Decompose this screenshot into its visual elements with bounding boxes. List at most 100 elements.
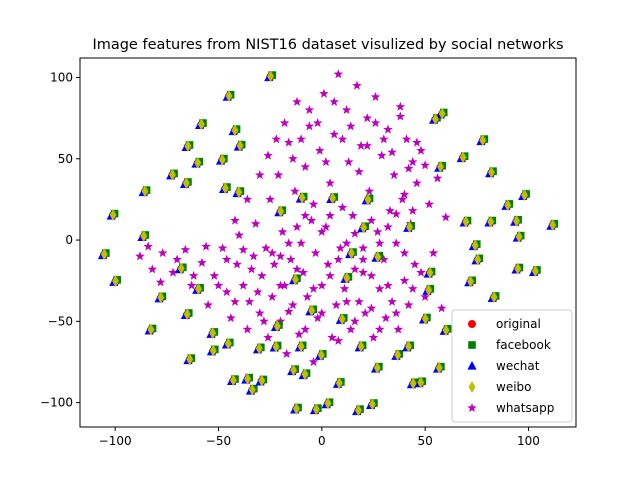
whatsapp-point bbox=[356, 140, 366, 150]
whatsapp-point bbox=[335, 243, 346, 253]
weibo-point bbox=[100, 248, 108, 261]
weibo-point bbox=[442, 324, 450, 337]
whatsapp-point bbox=[424, 199, 435, 209]
weibo-point bbox=[360, 221, 367, 234]
x-axis: −100 −50 0 50 100 bbox=[99, 427, 540, 448]
whatsapp-point bbox=[292, 264, 302, 274]
whatsapp-point bbox=[312, 313, 323, 323]
whatsapp-point bbox=[283, 238, 294, 248]
weibo-point bbox=[432, 112, 439, 125]
weibo-point bbox=[169, 168, 176, 181]
whatsapp-point bbox=[329, 129, 339, 139]
weibo-point bbox=[338, 313, 346, 326]
whatsapp-point bbox=[263, 150, 273, 160]
whatsapp-point bbox=[337, 202, 348, 212]
legend-label-whatsapp: whatsapp bbox=[496, 401, 554, 415]
whatsapp-point bbox=[217, 243, 228, 253]
whatsapp-point bbox=[370, 118, 381, 128]
weibo-point bbox=[186, 353, 194, 366]
weibo-point bbox=[112, 275, 119, 288]
whatsapp-point bbox=[395, 101, 406, 111]
whatsapp-point bbox=[230, 215, 240, 225]
legend-marker-weibo bbox=[468, 381, 476, 393]
whatsapp-point bbox=[370, 92, 381, 102]
whatsapp-point bbox=[387, 296, 397, 306]
whatsapp-point bbox=[304, 121, 315, 131]
whatsapp-point bbox=[279, 118, 290, 128]
whatsapp-point bbox=[348, 210, 358, 220]
weibo-point bbox=[267, 70, 274, 83]
whatsapp-point bbox=[288, 153, 298, 163]
weibo-point bbox=[229, 374, 237, 387]
whatsapp-point bbox=[250, 218, 261, 228]
whatsapp-point bbox=[246, 264, 257, 274]
weibo-point bbox=[177, 262, 185, 275]
y-tick-label: 50 bbox=[58, 152, 73, 166]
whatsapp-point bbox=[186, 280, 197, 290]
whatsapp-point bbox=[283, 306, 294, 316]
whatsapp-point bbox=[304, 105, 315, 115]
whatsapp-point bbox=[366, 215, 377, 225]
weibo-point bbox=[248, 383, 256, 396]
weibo-point bbox=[195, 283, 202, 296]
whatsapp-point bbox=[341, 105, 352, 115]
weibo-point bbox=[405, 340, 412, 353]
weibo-point bbox=[479, 134, 487, 147]
whatsapp-point bbox=[267, 291, 277, 301]
whatsapp-point bbox=[333, 254, 344, 264]
weibo-point bbox=[109, 208, 117, 221]
whatsapp-point bbox=[255, 170, 265, 180]
whatsapp-point bbox=[412, 178, 422, 188]
legend-label-original: original bbox=[496, 317, 541, 331]
whatsapp-point bbox=[366, 303, 377, 313]
whatsapp-point bbox=[407, 157, 418, 167]
whatsapp-point bbox=[399, 189, 410, 199]
whatsapp-point bbox=[310, 248, 321, 258]
whatsapp-point bbox=[232, 259, 242, 269]
whatsapp-point bbox=[376, 150, 387, 160]
whatsapp-point bbox=[317, 308, 327, 318]
whatsapp-point bbox=[188, 270, 199, 280]
whatsapp-point bbox=[360, 308, 370, 318]
whatsapp-point bbox=[265, 194, 275, 204]
whatsapp-point bbox=[323, 259, 333, 269]
weibo-point bbox=[329, 192, 336, 205]
whatsapp-point bbox=[352, 80, 362, 90]
weibo-point bbox=[209, 344, 217, 357]
whatsapp-point bbox=[271, 134, 282, 144]
whatsapp-point bbox=[399, 248, 410, 258]
whatsapp-point bbox=[255, 308, 265, 318]
plot-points bbox=[97, 69, 559, 417]
weibo-point bbox=[462, 215, 470, 228]
weibo-point bbox=[324, 397, 332, 410]
whatsapp-point bbox=[381, 313, 391, 323]
weibo-point bbox=[531, 265, 539, 278]
whatsapp-point bbox=[395, 111, 406, 121]
whatsapp-point bbox=[362, 140, 373, 150]
x-tick-label: −100 bbox=[99, 434, 132, 448]
weibo-point bbox=[467, 275, 474, 288]
whatsapp-point bbox=[238, 244, 249, 254]
whatsapp-point bbox=[300, 324, 311, 334]
whatsapp-point bbox=[399, 275, 410, 285]
weibo-point bbox=[394, 349, 402, 362]
weibo-point bbox=[317, 349, 325, 362]
whatsapp-point bbox=[354, 166, 364, 176]
weibo-point bbox=[459, 151, 467, 164]
whatsapp-point bbox=[234, 230, 244, 240]
whatsapp-point bbox=[252, 287, 263, 297]
whatsapp-point bbox=[180, 244, 191, 254]
whatsapp-point bbox=[275, 251, 286, 261]
whatsapp-point bbox=[420, 291, 430, 301]
whatsapp-point bbox=[358, 267, 368, 277]
weibo-point bbox=[231, 124, 239, 137]
weibo-point bbox=[293, 402, 300, 415]
whatsapp-point bbox=[172, 254, 182, 264]
weibo-point bbox=[147, 323, 155, 336]
whatsapp-point bbox=[203, 300, 213, 310]
whatsapp-point bbox=[283, 137, 294, 147]
whatsapp-point bbox=[337, 134, 348, 144]
whatsapp-point bbox=[242, 194, 253, 204]
whatsapp-point bbox=[407, 205, 418, 215]
